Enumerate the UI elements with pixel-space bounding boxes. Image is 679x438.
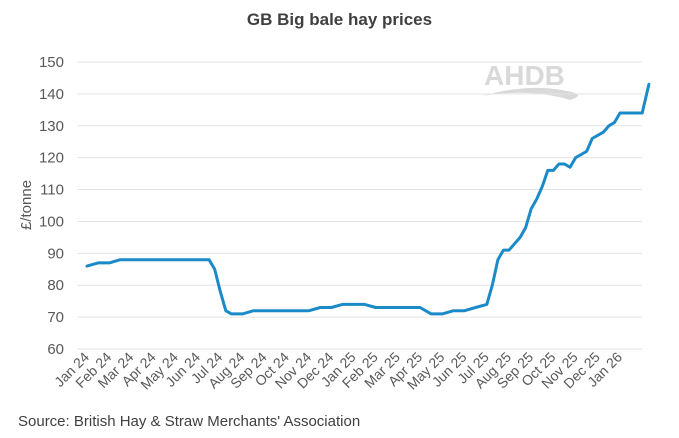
y-tick-label: 100 [39, 213, 64, 230]
y-tick-label: 120 [39, 150, 64, 167]
y-axis-label: £/tonne [18, 180, 35, 230]
y-tick-label: 130 [39, 118, 64, 135]
y-tick-label: 70 [47, 309, 64, 326]
y-tick-label: 80 [47, 277, 64, 294]
price-line [85, 82, 651, 316]
y-tick-label: 150 [39, 54, 64, 71]
source-note: Source: British Hay & Straw Merchants' A… [18, 413, 361, 430]
ahdb-logo: AHDB [482, 60, 579, 100]
y-tick-label: 140 [39, 86, 64, 103]
y-gridlines [77, 61, 642, 350]
svg-text:AHDB: AHDB [484, 60, 565, 91]
y-tick-label: 60 [47, 341, 64, 358]
y-axis-ticks: 60 70 80 90 100 110 120 130 140 150 [39, 54, 64, 358]
y-tick-label: 90 [47, 245, 64, 262]
chart-title: GB Big bale hay prices [246, 10, 433, 29]
y-tick-label: 110 [40, 182, 64, 199]
